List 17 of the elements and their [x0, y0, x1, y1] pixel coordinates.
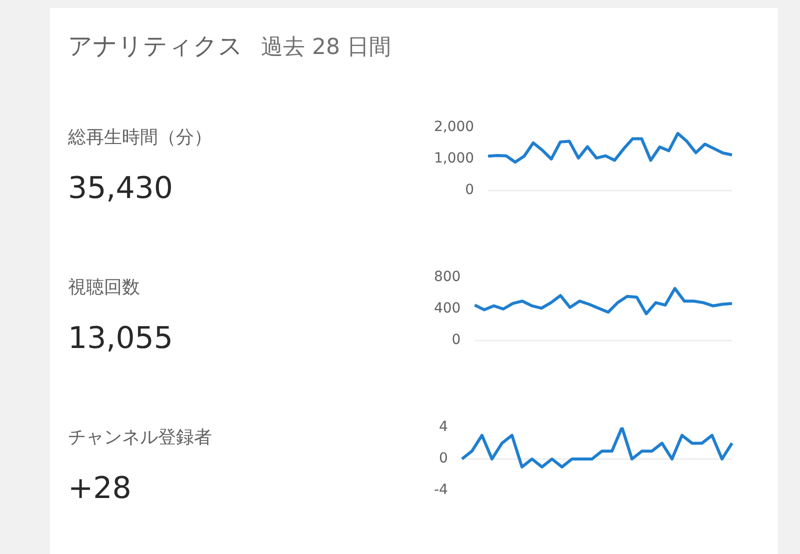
- y-tick-label: 0: [452, 332, 461, 348]
- y-tick-label: 0: [465, 182, 474, 198]
- text: +28: [68, 471, 132, 506]
- text: 過去 28 日間: [261, 35, 391, 60]
- text: アナリティクス: [68, 32, 243, 60]
- text: 13,055: [68, 321, 173, 356]
- y-tick-label: 1,000: [434, 150, 474, 167]
- y-tick-label: -4: [434, 482, 448, 498]
- y-tick-label: 800: [434, 269, 461, 286]
- text: 35,430: [68, 171, 173, 206]
- y-tick-label: 4: [439, 419, 448, 436]
- text: チャンネル登録者: [68, 426, 212, 449]
- y-tick-label: 400: [434, 300, 461, 317]
- text: 総再生時間（分）: [68, 126, 212, 149]
- text: 視聴回数: [68, 276, 140, 299]
- y-tick-label: 0: [439, 450, 448, 467]
- y-tick-label: 2,000: [434, 119, 474, 136]
